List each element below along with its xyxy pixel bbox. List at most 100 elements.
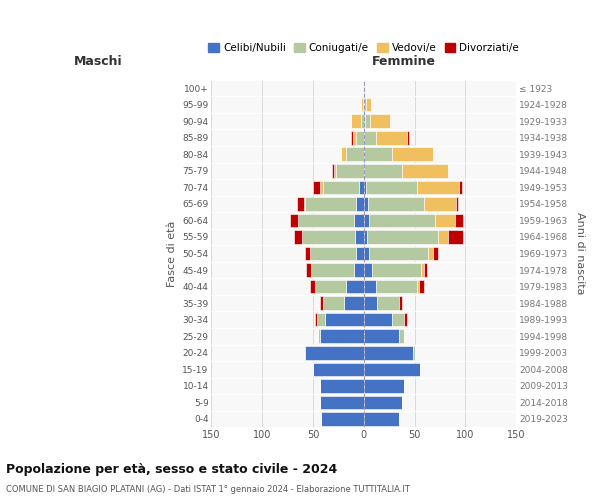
Bar	[364, 164, 403, 177]
Bar	[407, 131, 409, 144]
Bar	[364, 98, 366, 112]
Bar	[372, 264, 421, 277]
Bar	[460, 180, 463, 194]
Bar	[438, 230, 448, 244]
Bar	[400, 296, 403, 310]
Text: Popolazione per età, sesso e stato civile - 2024: Popolazione per età, sesso e stato civil…	[6, 462, 337, 475]
Bar	[419, 280, 424, 293]
Bar	[413, 346, 415, 360]
Bar	[341, 148, 346, 161]
Bar	[435, 214, 455, 227]
Bar	[364, 131, 376, 144]
Bar	[356, 197, 364, 210]
Bar	[346, 148, 364, 161]
Bar	[353, 264, 364, 277]
Bar	[364, 214, 369, 227]
Bar	[421, 264, 424, 277]
Bar	[356, 246, 364, 260]
Bar	[404, 313, 407, 326]
Bar	[364, 197, 368, 210]
Y-axis label: Anni di nascita: Anni di nascita	[575, 212, 585, 295]
Bar	[293, 230, 302, 244]
Bar	[416, 180, 460, 194]
Bar	[366, 180, 416, 194]
Bar	[359, 180, 364, 194]
Bar	[298, 214, 353, 227]
Bar	[377, 296, 400, 310]
Bar	[364, 82, 365, 95]
Bar	[424, 197, 457, 210]
Bar	[416, 280, 419, 293]
Bar	[364, 313, 392, 326]
Bar	[346, 280, 364, 293]
Bar	[392, 313, 404, 326]
Bar	[457, 197, 458, 210]
Bar	[353, 131, 356, 144]
Bar	[364, 346, 413, 360]
Bar	[305, 346, 364, 360]
Bar	[370, 114, 390, 128]
Bar	[376, 280, 416, 293]
Bar	[332, 164, 334, 177]
Bar	[433, 246, 438, 260]
Bar	[364, 412, 400, 426]
Bar	[321, 412, 364, 426]
Bar	[364, 180, 366, 194]
Bar	[364, 362, 420, 376]
Bar	[365, 114, 370, 128]
Bar	[364, 396, 403, 409]
Y-axis label: Fasce di età: Fasce di età	[167, 220, 177, 286]
Bar	[350, 131, 353, 144]
Bar	[424, 264, 427, 277]
Bar	[311, 264, 353, 277]
Bar	[317, 313, 325, 326]
Bar	[344, 296, 364, 310]
Bar	[369, 214, 435, 227]
Bar	[364, 330, 400, 343]
Bar	[306, 264, 311, 277]
Bar	[448, 230, 463, 244]
Bar	[353, 214, 364, 227]
Bar	[323, 180, 359, 194]
Bar	[318, 330, 320, 343]
Text: Maschi: Maschi	[74, 54, 123, 68]
Bar	[364, 148, 392, 161]
Bar	[323, 296, 344, 310]
Bar	[304, 197, 305, 210]
Bar	[320, 396, 364, 409]
Bar	[305, 246, 310, 260]
Bar	[313, 180, 320, 194]
Bar	[366, 98, 371, 112]
Bar	[403, 164, 448, 177]
Bar	[392, 148, 433, 161]
Bar	[325, 313, 364, 326]
Bar	[302, 230, 355, 244]
Bar	[315, 280, 346, 293]
Text: Femmine: Femmine	[371, 54, 436, 68]
Bar	[364, 246, 369, 260]
Bar	[368, 197, 424, 210]
Bar	[310, 246, 356, 260]
Bar	[320, 330, 364, 343]
Bar	[356, 131, 364, 144]
Bar	[315, 313, 317, 326]
Bar	[367, 230, 438, 244]
Text: COMUNE DI SAN BIAGIO PLATANI (AG) - Dati ISTAT 1° gennaio 2024 - Elaborazione TU: COMUNE DI SAN BIAGIO PLATANI (AG) - Dati…	[6, 485, 410, 494]
Bar	[350, 114, 361, 128]
Bar	[297, 197, 304, 210]
Bar	[304, 346, 305, 360]
Bar	[361, 114, 364, 128]
Bar	[310, 280, 315, 293]
Bar	[364, 114, 365, 128]
Bar	[355, 230, 364, 244]
Bar	[364, 264, 372, 277]
Bar	[320, 379, 364, 392]
Bar	[363, 98, 364, 112]
Bar	[320, 180, 323, 194]
Bar	[361, 98, 363, 112]
Bar	[290, 214, 298, 227]
Bar	[364, 230, 367, 244]
Bar	[376, 131, 407, 144]
Bar	[428, 246, 433, 260]
Bar	[369, 246, 428, 260]
